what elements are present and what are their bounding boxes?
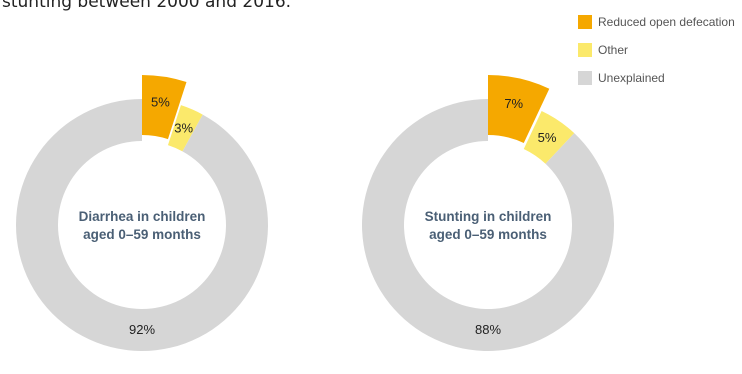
slice-data-label: 5%	[538, 130, 557, 145]
slice-data-label: 7%	[504, 96, 523, 111]
slice-data-label: 88%	[475, 322, 501, 337]
legend-label: Reduced open defecation	[598, 15, 735, 29]
legend-swatch	[578, 71, 592, 85]
donut-slice-reduced-open-defecation	[488, 75, 550, 143]
donut-center-title: Stunting in children	[425, 209, 552, 224]
slice-data-label: 5%	[151, 94, 170, 109]
donut-slice-unexplained	[362, 99, 614, 352]
legend-swatch	[578, 43, 592, 57]
slice-data-label: 3%	[174, 121, 193, 136]
donut-center-title: aged 0–59 months	[83, 227, 201, 242]
legend-item-reduced-open-defecation: Reduced open defecation	[578, 8, 735, 36]
header-text: stunting between 2000 and 2016.	[2, 0, 292, 12]
legend-item-other: Other	[578, 36, 735, 64]
donut-chart-2: 7% 5% 88% Stunting in children aged 0–59 mon…	[362, 75, 614, 352]
donut-slice-unexplained	[15, 99, 269, 351]
legend: Reduced open defecation Other Unexplaine…	[578, 8, 735, 92]
donut-slice-other	[523, 110, 575, 164]
donut-slice-reduced-open-defecation	[142, 75, 187, 140]
legend-swatch	[578, 15, 592, 29]
donut-center-title: Diarrhea in children	[79, 209, 206, 224]
legend-item-unexplained: Unexplained	[578, 64, 735, 92]
legend-label: Other	[598, 43, 629, 57]
slice-data-label: 92%	[129, 322, 155, 337]
donut-slice-other	[167, 105, 203, 152]
legend-label: Unexplained	[598, 71, 665, 85]
donut-center-title: aged 0–59 months	[429, 227, 547, 242]
donut-chart-1: 5% 3% 92% Diarrhea in children aged 0–59 mon…	[15, 75, 269, 351]
